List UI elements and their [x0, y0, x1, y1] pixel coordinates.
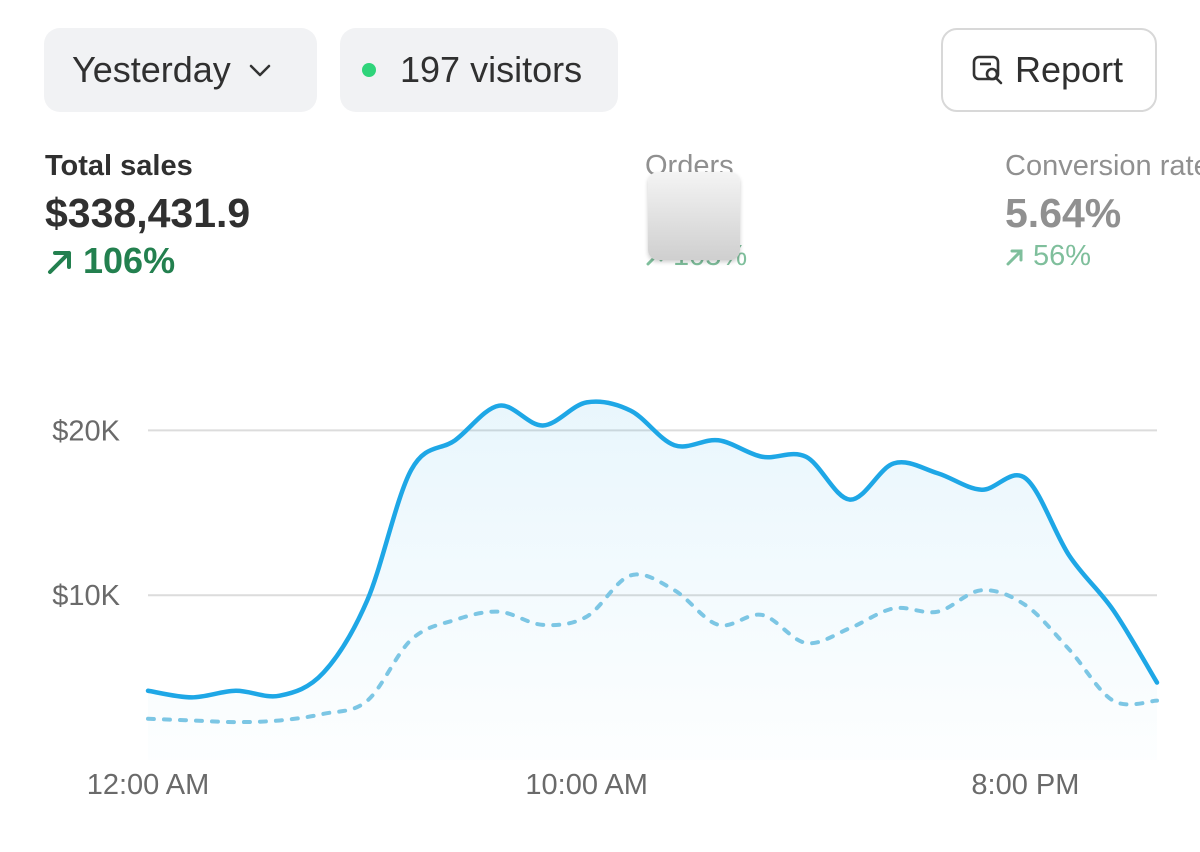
area — [148, 401, 1157, 760]
live-dot — [362, 63, 376, 77]
metric-change: 106% — [45, 240, 250, 282]
x-tick-label: 12:00 AM — [87, 769, 210, 801]
metric-change-value: 56% — [1033, 240, 1092, 272]
up-arrow — [48, 251, 71, 274]
visitors-label: 197 visitors — [400, 49, 583, 90]
period-label: Yesterday — [72, 49, 231, 90]
x-tick-label: 8:00 PM — [971, 769, 1079, 801]
report-icon — [972, 55, 1003, 85]
visitors-badge[interactable]: 197 visitors — [340, 28, 618, 112]
period-dropdown[interactable]: Yesterday — [44, 28, 317, 112]
redaction-box — [648, 172, 740, 260]
up-arrow — [1006, 249, 1023, 265]
metric-label: Total sales — [45, 150, 193, 182]
y-tick-label: $10K — [52, 580, 120, 612]
y-tick-label: $20K — [52, 415, 120, 447]
chevron-icon — [249, 64, 271, 77]
comparison-line — [146, 572, 1159, 725]
report-label: Report — [1015, 49, 1124, 90]
metric-value: 5.64% — [1005, 190, 1122, 236]
metric-total-sales[interactable]: Total sales $338,431.9 106% — [45, 150, 250, 282]
x-tick-label: 10:00 AM — [525, 769, 648, 801]
metric-value: $338,431.9 — [45, 190, 251, 236]
metric-conversion[interactable]: Conversion rate 5.64% 56% — [1005, 150, 1200, 273]
metric-change-value: 106% — [83, 240, 176, 281]
metric-label: Conversion rate — [1005, 150, 1200, 182]
metric-change: 56% — [1005, 240, 1200, 273]
series-line — [145, 399, 1160, 700]
report-button[interactable]: Report — [941, 28, 1157, 112]
